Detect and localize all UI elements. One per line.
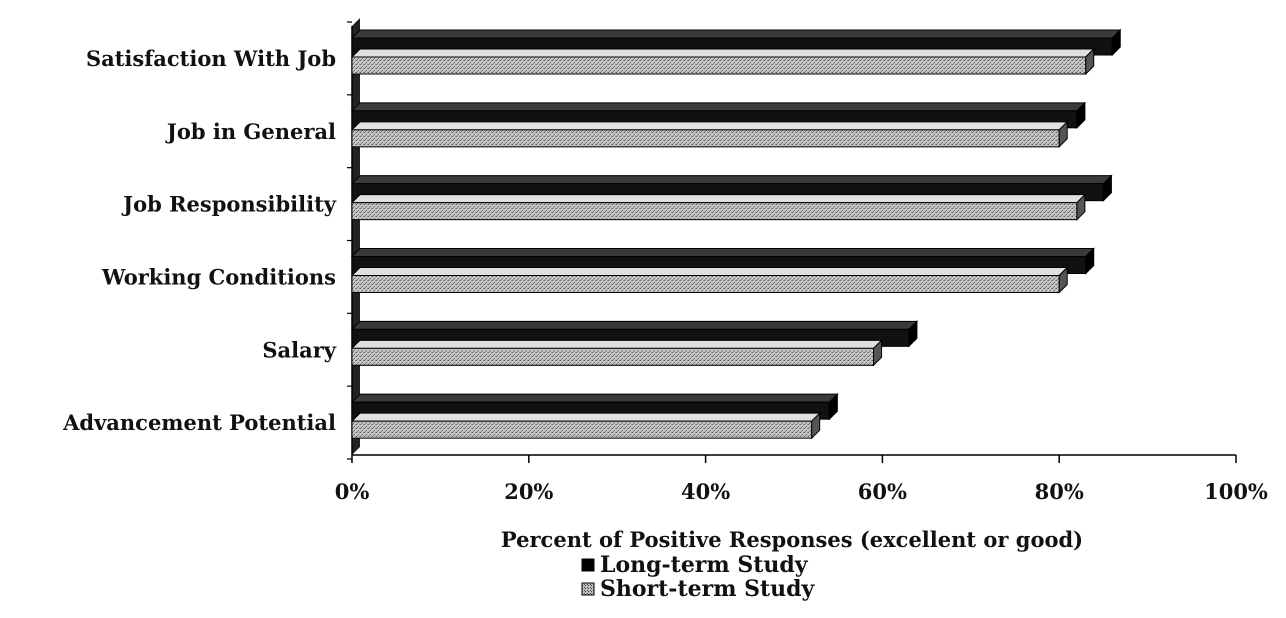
bar-side bbox=[811, 411, 821, 440]
bar-side bbox=[1058, 120, 1068, 149]
x-tick-label: 60% bbox=[858, 479, 907, 504]
bar-top bbox=[350, 194, 1087, 204]
bar-top bbox=[350, 175, 1113, 185]
category-labels: Satisfaction With Job Job in General Job R… bbox=[62, 46, 337, 435]
bar-short-term bbox=[351, 202, 1078, 221]
bar-side bbox=[1076, 193, 1086, 221]
bar-top bbox=[350, 412, 821, 422]
legend-label: Long-term Study bbox=[600, 552, 809, 578]
bar-top bbox=[350, 29, 1122, 39]
bar-side bbox=[1102, 174, 1112, 202]
bar-side bbox=[1076, 101, 1086, 130]
y-axis-wall bbox=[352, 18, 360, 455]
category-label: Salary bbox=[262, 337, 336, 362]
bar-side bbox=[1058, 266, 1068, 294]
bar-top bbox=[350, 48, 1095, 58]
bar-top bbox=[350, 267, 1069, 276]
x-tick-label: 20% bbox=[504, 479, 553, 504]
bar-side bbox=[828, 392, 838, 421]
category-label: Satisfaction With Job bbox=[86, 46, 336, 71]
bar-top bbox=[350, 393, 839, 403]
bar-top bbox=[350, 121, 1069, 131]
bar-top bbox=[350, 102, 1087, 112]
x-tick-label: 0% bbox=[335, 479, 370, 504]
bar-side bbox=[1111, 28, 1121, 57]
bar-side bbox=[1085, 247, 1095, 275]
legend-label: Short-term Study bbox=[600, 576, 816, 602]
bar-short-term bbox=[351, 347, 875, 366]
category-label: Working Conditions bbox=[101, 265, 336, 290]
legend-swatch bbox=[581, 582, 595, 596]
bar-top bbox=[350, 339, 883, 349]
bar-short-term bbox=[351, 420, 813, 439]
bar-short-term bbox=[351, 275, 1060, 293]
category-label: Job Responsibility bbox=[121, 192, 337, 217]
bar-side bbox=[908, 320, 918, 348]
category-label: Advancement Potential bbox=[62, 410, 336, 435]
legend-swatch bbox=[581, 558, 595, 572]
bar-short-term bbox=[351, 129, 1060, 148]
x-tick-labels: 0% 20% 40% 60% 80% 100% bbox=[335, 479, 1268, 504]
x-axis-title: Percent of Positive Responses (excellent… bbox=[501, 527, 1083, 552]
x-tick-label: 40% bbox=[681, 479, 730, 504]
bar-top bbox=[350, 320, 919, 330]
bar-side bbox=[873, 339, 883, 367]
bar-top bbox=[350, 248, 1095, 257]
bars bbox=[350, 28, 1122, 440]
x-tick-label: 80% bbox=[1035, 479, 1084, 504]
bar-side bbox=[1085, 47, 1095, 76]
bar-short-term bbox=[351, 56, 1087, 75]
x-tick-label: 100% bbox=[1204, 479, 1268, 504]
category-label: Job in General bbox=[165, 119, 336, 144]
